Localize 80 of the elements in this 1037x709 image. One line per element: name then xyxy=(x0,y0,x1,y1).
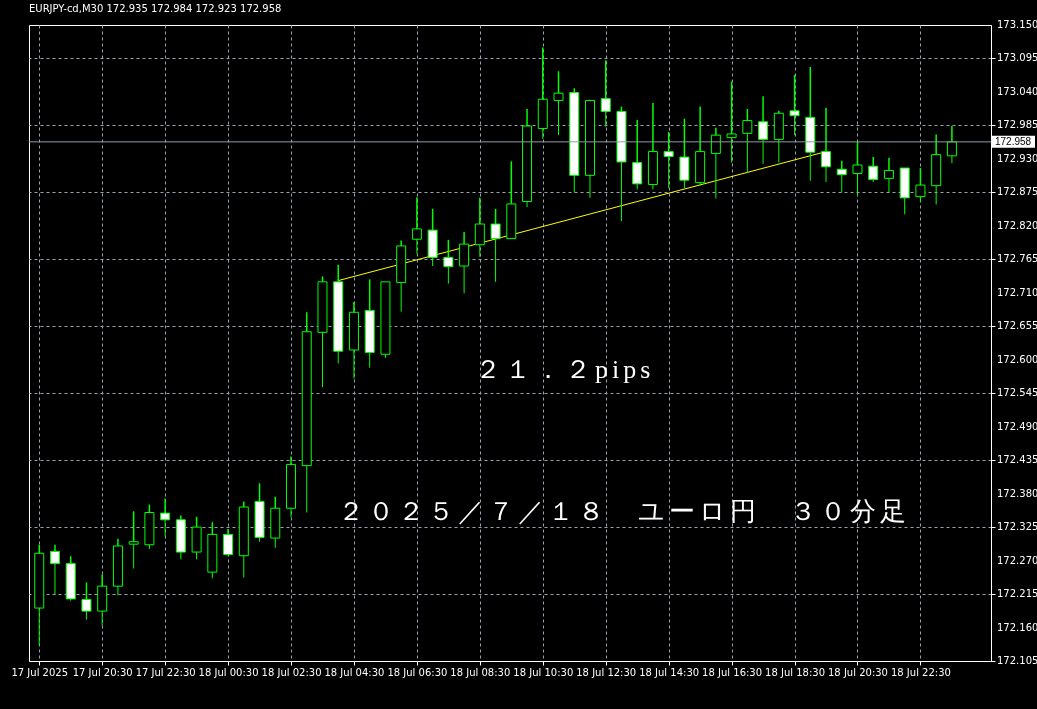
candlestick xyxy=(647,102,658,190)
candlestick xyxy=(301,311,312,513)
y-tick-label: 172.930 xyxy=(997,152,1037,164)
y-tick-label: 172.875 xyxy=(997,186,1037,198)
y-tick-label: 172.710 xyxy=(997,286,1037,298)
y-tick-label: 172.215 xyxy=(997,588,1037,600)
x-tick-label: 18 Jul 04:30 xyxy=(324,666,385,678)
y-tick-label: 172.765 xyxy=(997,253,1037,265)
y-tick-label: 173.040 xyxy=(997,85,1037,97)
candlestick xyxy=(333,264,344,364)
annotation: ２１．２pips xyxy=(475,354,655,386)
y-tick-label: 172.820 xyxy=(997,219,1037,231)
candlestick xyxy=(238,500,249,579)
candlestick xyxy=(821,107,832,183)
candlestick xyxy=(553,70,564,136)
x-tick-label: 18 Jul 18:30 xyxy=(765,666,826,678)
candlestick xyxy=(789,74,800,136)
candlestick xyxy=(286,455,297,518)
x-tick-label: 18 Jul 06:30 xyxy=(387,666,448,678)
x-tick-label: 18 Jul 14:30 xyxy=(639,666,700,678)
candlestick xyxy=(632,119,643,190)
candlestick xyxy=(411,196,422,255)
candlestick xyxy=(97,573,108,627)
candlestick xyxy=(34,544,45,646)
x-tick-label: 17 Jul 22:30 xyxy=(135,666,196,678)
x-tick-label: 18 Jul 00:30 xyxy=(198,666,259,678)
candlestick xyxy=(348,301,359,380)
x-tick-label: 18 Jul 22:30 xyxy=(890,666,951,678)
x-tick-label: 17 Jul 20:30 xyxy=(72,666,133,678)
candlestick xyxy=(427,208,438,267)
candlestick xyxy=(160,497,171,537)
x-tick-label: 18 Jul 12:30 xyxy=(576,666,637,678)
y-tick-label: 172.655 xyxy=(997,320,1037,332)
candlestick xyxy=(805,66,816,182)
candlestick xyxy=(758,95,769,165)
x-tick-label: 18 Jul 20:30 xyxy=(828,666,888,678)
chart-title: EURJPY-cd,M30 172.935 172.984 172.923 172.958 xyxy=(29,3,282,14)
candlestick xyxy=(396,239,407,313)
ref-line-label: 172.958 xyxy=(995,135,1032,147)
x-tick-label: 18 Jul 02:30 xyxy=(261,666,322,678)
y-tick-label: 172.600 xyxy=(997,353,1037,365)
y-tick-label: 172.985 xyxy=(997,119,1037,131)
candlestick xyxy=(836,159,847,193)
candlestick xyxy=(364,278,375,369)
candlestick xyxy=(128,510,139,569)
y-tick-label: 172.545 xyxy=(997,387,1037,399)
candlestick xyxy=(600,59,611,128)
candlestick xyxy=(522,108,533,208)
y-tick-label: 172.490 xyxy=(997,420,1037,432)
candlestick xyxy=(726,80,737,164)
y-tick-label: 173.150 xyxy=(997,19,1037,30)
candlestick xyxy=(459,231,470,294)
y-tick-label: 172.325 xyxy=(997,521,1037,533)
x-tick-label: 18 Jul 10:30 xyxy=(513,666,574,678)
candlestick xyxy=(254,482,265,543)
candlestick xyxy=(695,105,706,187)
candlestick xyxy=(112,537,123,596)
candlestick xyxy=(852,141,863,196)
y-tick-label: 172.105 xyxy=(997,655,1037,666)
candlestick xyxy=(946,125,957,164)
candlestick xyxy=(49,544,60,596)
candlestick xyxy=(868,156,879,183)
y-tick-label: 172.160 xyxy=(997,621,1037,633)
candlestick xyxy=(931,133,942,206)
y-tick-label: 172.270 xyxy=(997,554,1037,566)
candlestick xyxy=(175,514,186,560)
candlestick xyxy=(883,156,894,193)
candlestick xyxy=(679,117,690,189)
x-tick-label: 18 Jul 16:30 xyxy=(702,666,763,678)
candlestick xyxy=(663,131,674,189)
y-tick-label: 173.095 xyxy=(997,52,1037,64)
candlestick xyxy=(537,46,548,140)
candlestick xyxy=(474,197,485,258)
candlestick xyxy=(223,528,234,557)
x-tick-label: 17 Jul 2025 xyxy=(11,666,69,678)
candlestick xyxy=(773,110,784,164)
y-tick-label: 172.380 xyxy=(997,487,1037,499)
x-tick-label: 18 Jul 08:30 xyxy=(450,666,511,678)
y-tick-label: 172.435 xyxy=(997,454,1037,466)
annotation: ２０２５／７／１８ ユーロ円 ３０分足 xyxy=(338,496,910,528)
